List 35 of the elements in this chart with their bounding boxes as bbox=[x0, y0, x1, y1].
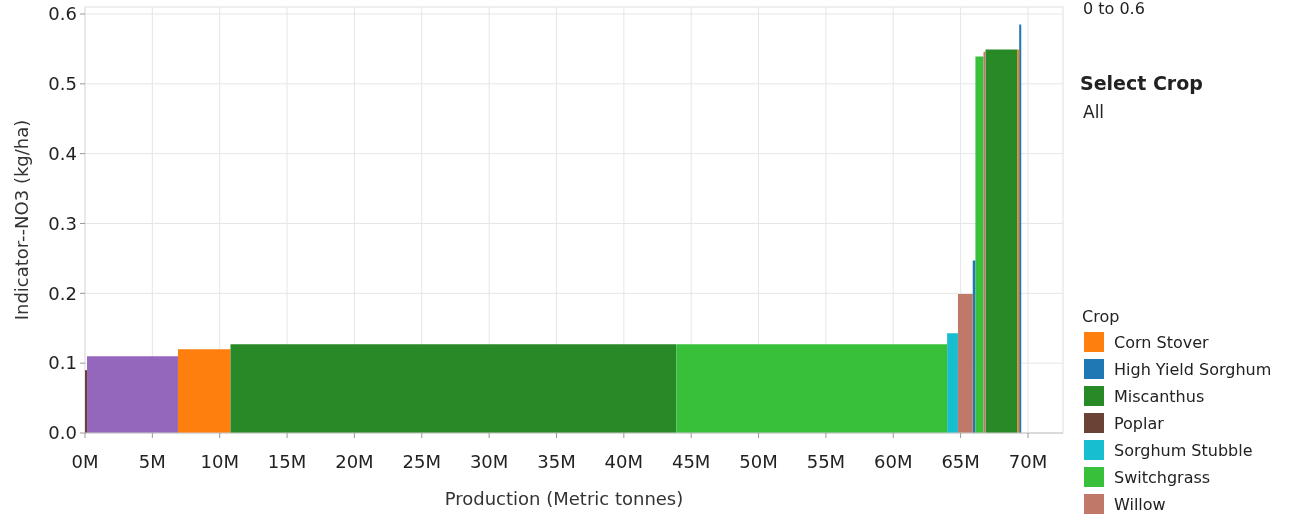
y-tick-label: 0.0 bbox=[48, 422, 77, 444]
x-axis-title: Production (Metric tonnes) bbox=[444, 488, 684, 509]
y-tick-label: 0.3 bbox=[48, 212, 77, 234]
y-tick-label: 0.2 bbox=[48, 282, 77, 304]
legend-label: Willow bbox=[1114, 495, 1166, 514]
legend-title: Crop bbox=[1082, 307, 1120, 326]
x-tick-label: 0M bbox=[71, 451, 99, 472]
x-tick-label: 15M bbox=[267, 451, 307, 472]
legend-label: Poplar bbox=[1114, 414, 1165, 433]
text: All bbox=[1083, 102, 1105, 122]
x-tick-label: 65M bbox=[941, 451, 980, 472]
x-tick-label: 30M bbox=[469, 451, 509, 472]
y-tick-label: 0.6 bbox=[48, 3, 77, 25]
legend-label: High Yield Sorghum bbox=[1114, 360, 1272, 379]
x-tick-label: 40M bbox=[604, 451, 644, 472]
y-axis-title: Indicator--NO3 (kg/ha) bbox=[11, 119, 32, 321]
text: Select Crop bbox=[1080, 72, 1203, 94]
x-tick-label: 50M bbox=[739, 451, 778, 472]
x-tick-label: 60M bbox=[874, 451, 913, 472]
x-tick-label: 25M bbox=[402, 451, 441, 472]
x-tick-label: 20M bbox=[335, 451, 374, 472]
legend-label: Sorghum Stubble bbox=[1114, 441, 1253, 460]
x-tick-label: 45M bbox=[671, 451, 711, 472]
x-tick-label: 35M bbox=[537, 451, 576, 472]
text: 0 to 0.6 bbox=[1083, 0, 1145, 18]
y-tick-label: 0.5 bbox=[48, 73, 77, 95]
x-tick-label: 10M bbox=[200, 451, 239, 472]
y-tick-label: 0.4 bbox=[48, 142, 77, 164]
y-tick-label: 0.1 bbox=[48, 352, 77, 374]
legend-label: Miscanthus bbox=[1114, 387, 1205, 406]
x-tick-label: 55M bbox=[806, 451, 846, 472]
legend-label: Switchgrass bbox=[1114, 468, 1211, 487]
x-tick-label: 70M bbox=[1008, 451, 1048, 472]
legend-label: Corn Stover bbox=[1114, 333, 1210, 352]
x-tick-label: 5M bbox=[138, 451, 166, 472]
